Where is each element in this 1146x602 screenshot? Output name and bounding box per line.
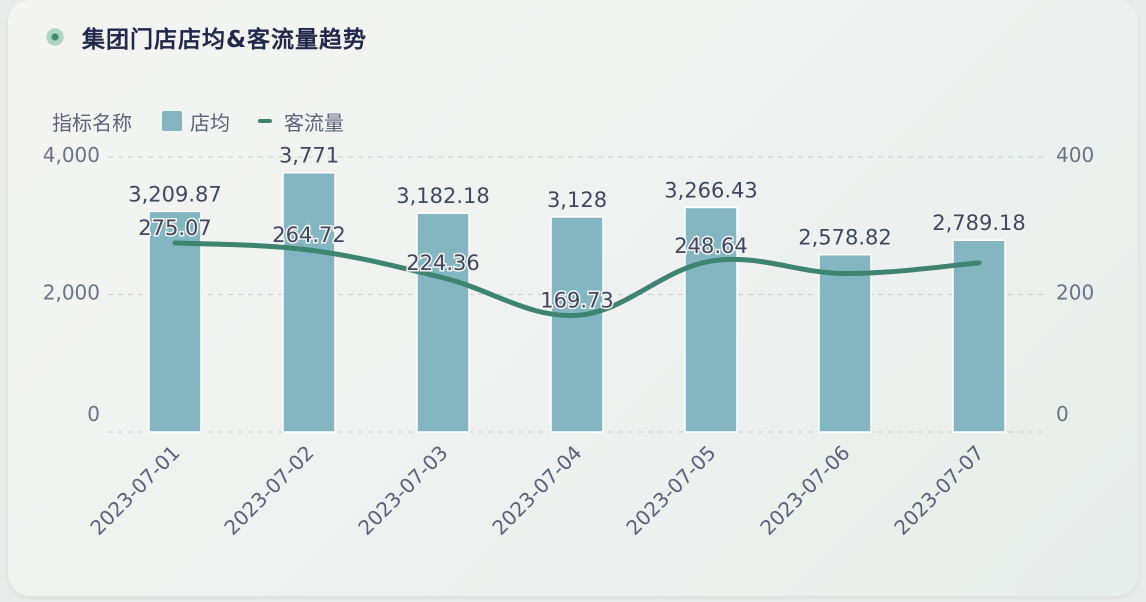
- legend-bar-swatch-icon[interactable]: [162, 111, 182, 131]
- legend: 指标名称 店均 客流量: [52, 106, 344, 136]
- line-data-label: 169.73: [540, 288, 613, 312]
- bar-data-label: 2,578.82: [798, 226, 892, 250]
- bar: [148, 210, 202, 433]
- bar-data-label: 2,789.18: [932, 211, 1026, 235]
- bar-data-label: 3,209.87: [128, 182, 222, 206]
- axis-layer: 0 2,000 4,000 0 200 400: [43, 143, 1094, 426]
- title-row: 集团门店店均&客流量趋势: [46, 22, 368, 53]
- left-axis-tick-label: 4,000: [43, 143, 100, 167]
- line-data-label: 248.64: [674, 234, 747, 258]
- x-axis-tick-label: 2023-07-03: [353, 441, 452, 540]
- line-data-label: 275.07: [138, 216, 211, 240]
- label-layer: 3,209.87 3,771 3,182.18 3,128 3,266.43 2,578.…: [127, 142, 1028, 314]
- x-axis-tick-label: 2023-07-06: [755, 441, 854, 540]
- bar-data-label: 3,266.43: [664, 178, 758, 202]
- right-axis-tick-label: 0: [1056, 402, 1069, 426]
- legend-title: 指标名称: [52, 110, 132, 135]
- chart-title: 集团门店店均&客流量趋势: [82, 27, 368, 53]
- right-axis-tick-label: 200: [1056, 281, 1094, 305]
- legend-line-label[interactable]: 客流量: [284, 110, 344, 135]
- x-axis-tick-label: 2023-07-04: [487, 441, 586, 540]
- legend-bar-label[interactable]: 店均: [190, 110, 230, 135]
- bar: [550, 216, 604, 433]
- bar-layer: [148, 171, 1006, 433]
- left-axis-tick-label: 0: [87, 402, 100, 426]
- bar: [684, 206, 738, 433]
- bar-data-label: 3,182.18: [396, 184, 490, 208]
- grid-layer: [108, 156, 1046, 433]
- x-tick-layer: 2023-07-01 2023-07-02 2023-07-03 2023-07-04…: [85, 441, 988, 540]
- bar: [818, 253, 872, 433]
- title-dot-icon: [46, 28, 64, 46]
- line-data-label: 224.36: [406, 251, 479, 275]
- left-axis-tick-label: 2,000: [43, 281, 100, 305]
- bar: [952, 239, 1006, 433]
- x-axis-tick-label: 2023-07-01: [85, 441, 184, 540]
- bar-data-label: 3,771: [279, 144, 339, 168]
- line-layer: [172, 240, 982, 318]
- x-axis-tick-label: 2023-07-07: [889, 441, 988, 540]
- x-axis-tick-label: 2023-07-05: [621, 441, 720, 540]
- x-axis-tick-label: 2023-07-02: [219, 441, 318, 540]
- right-axis-tick-label: 400: [1056, 143, 1094, 167]
- legend-line-swatch-icon[interactable]: [258, 119, 272, 123]
- bar-data-label: 3,128: [547, 188, 607, 212]
- bar: [416, 212, 470, 433]
- line-data-label: 264.72: [272, 223, 345, 247]
- bar: [282, 171, 336, 433]
